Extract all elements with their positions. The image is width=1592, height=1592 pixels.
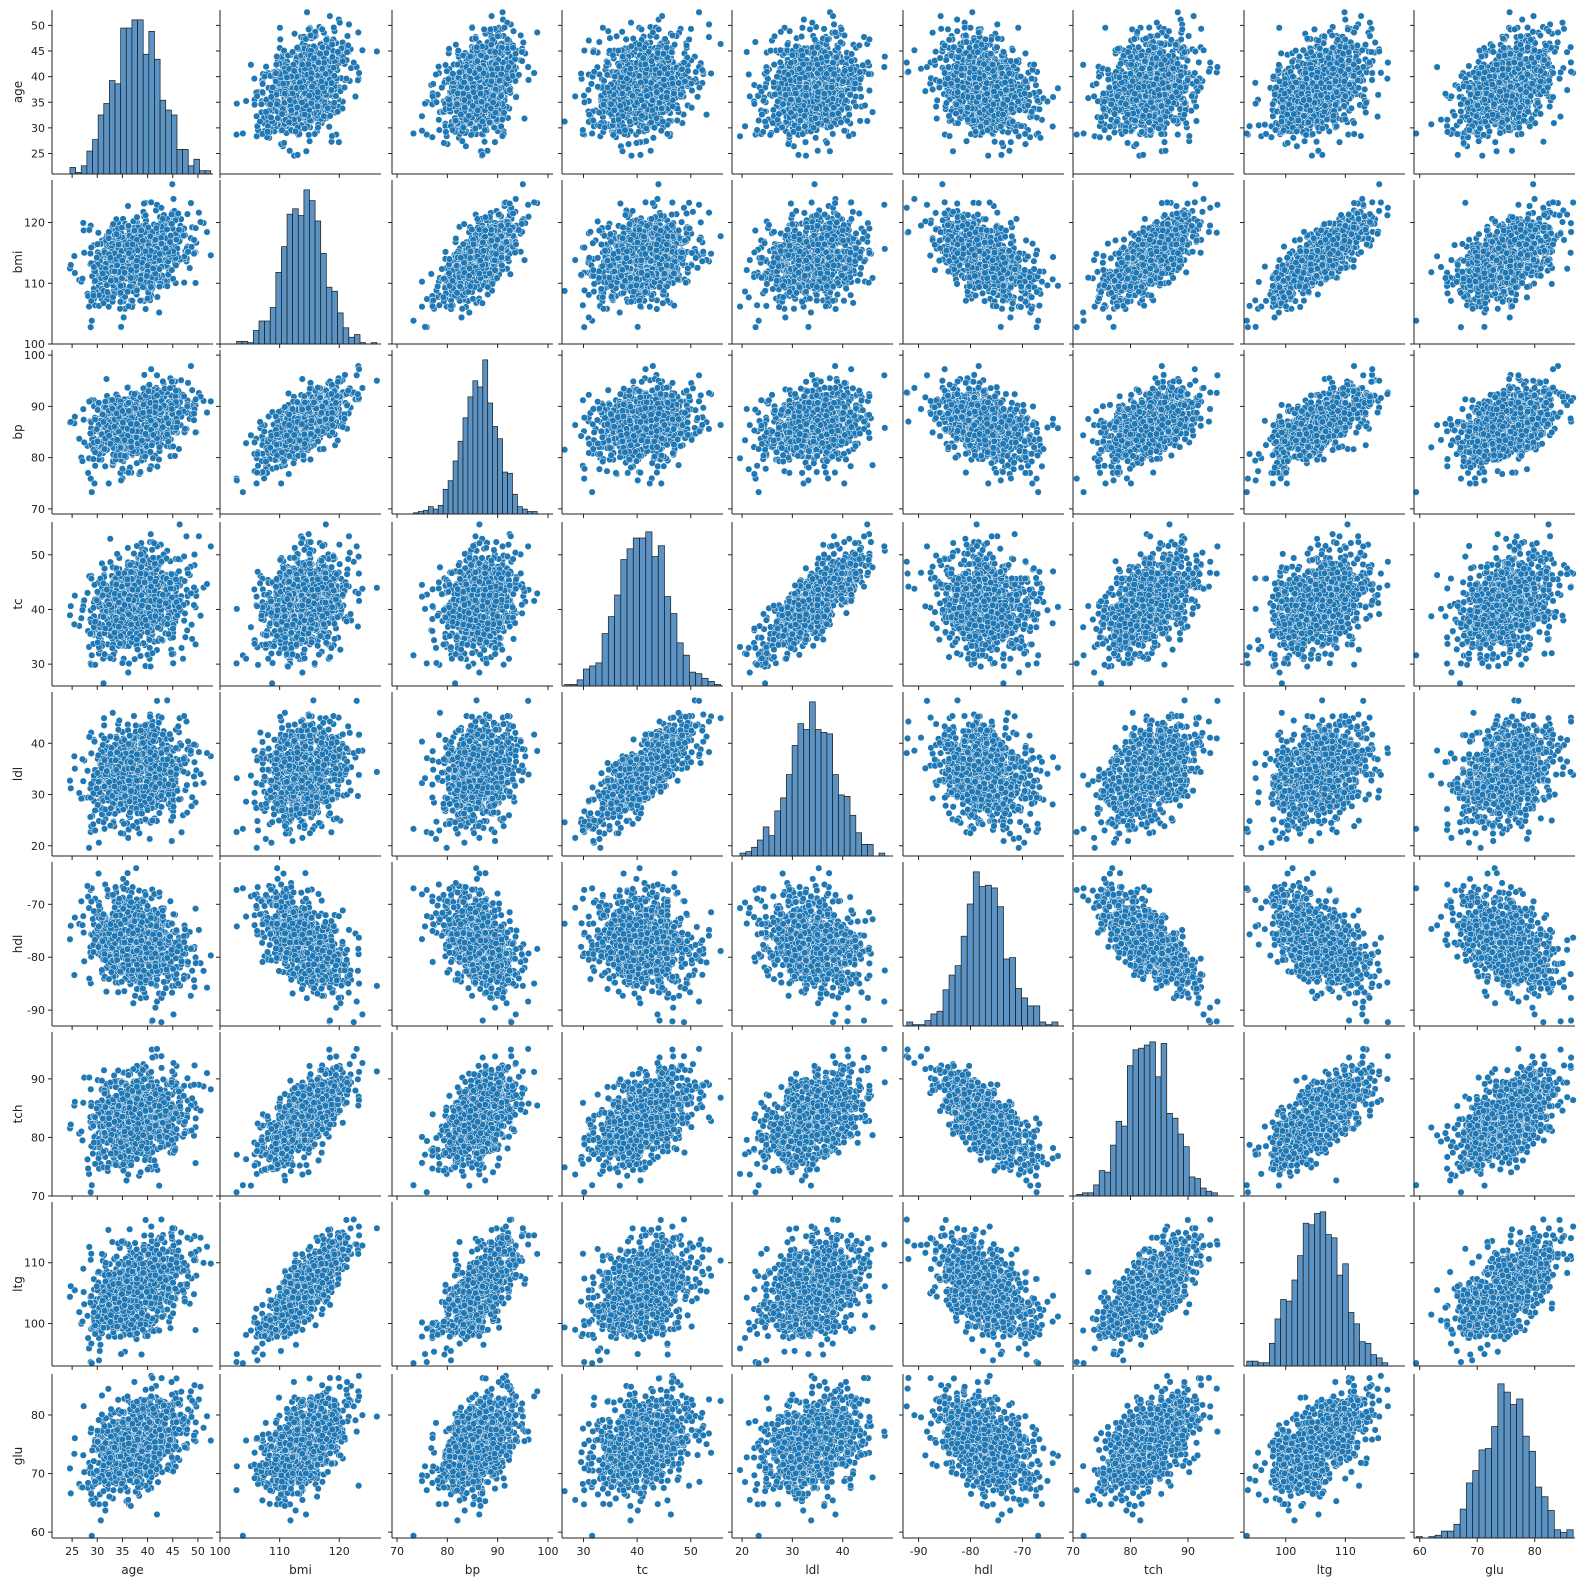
point: [336, 19, 343, 26]
point: [331, 100, 338, 107]
hist-bar-age-2: [81, 166, 87, 174]
point: [335, 49, 342, 56]
point: [345, 42, 352, 49]
hist-bar-age-21: [188, 166, 194, 174]
hist-bar-age-10: [126, 28, 132, 174]
point: [240, 130, 247, 137]
y-tick-label: 50: [31, 19, 45, 32]
hist-bar-age-13: [143, 54, 149, 174]
hist-bar-age-0: [70, 167, 76, 174]
point: [305, 26, 312, 33]
hist-bar-age-20: [183, 149, 189, 174]
point: [248, 62, 255, 69]
point: [251, 75, 258, 82]
point: [277, 24, 284, 31]
hist-bar-age-22: [194, 159, 200, 174]
hist-bar-age-8: [115, 84, 121, 174]
point: [344, 33, 351, 40]
point: [359, 47, 366, 54]
point: [263, 63, 270, 70]
hist-bar-age-4: [93, 140, 99, 174]
panel-age-vs-age: 25 30 35 40 45 50: [31, 10, 213, 178]
point: [291, 30, 298, 37]
panel-age-vs-bmi: [216, 9, 381, 178]
hist-bar-age-16: [160, 100, 166, 174]
hist-bar-age-17: [166, 110, 172, 174]
point: [329, 54, 336, 61]
point: [346, 21, 353, 28]
hist-bar-age-6: [104, 103, 110, 174]
point: [350, 59, 357, 66]
hist-bar-age-12: [138, 20, 144, 174]
point: [336, 139, 343, 146]
hist-bar-age-11: [132, 20, 138, 174]
point: [374, 48, 381, 55]
point: [343, 75, 350, 82]
point: [327, 13, 334, 20]
point: [258, 101, 265, 108]
hist-bar-age-9: [121, 28, 127, 174]
point: [286, 147, 293, 154]
point: [233, 100, 240, 107]
hist-bar-age-3: [87, 151, 93, 174]
y-tick-label: 25: [31, 148, 45, 161]
point: [326, 123, 333, 130]
point: [311, 131, 318, 138]
y-tick-label: 30: [31, 122, 45, 135]
y-tick-label: 35: [31, 96, 45, 109]
point: [303, 148, 310, 155]
point: [352, 93, 359, 100]
y-tick-label: 40: [31, 71, 45, 84]
point: [304, 9, 311, 16]
hist-bar-age-18: [171, 115, 177, 174]
hist-bar-age-5: [98, 115, 104, 174]
hist-bar-age-19: [177, 149, 183, 174]
hist-bar-age-7: [109, 81, 115, 174]
y-tick-label: 45: [31, 45, 45, 58]
point: [243, 98, 250, 105]
point: [305, 132, 312, 139]
point: [306, 138, 313, 145]
point: [233, 131, 240, 138]
hist-bar-age-14: [149, 31, 155, 174]
hist-bar-age-15: [154, 59, 160, 174]
point: [273, 61, 280, 68]
point: [329, 133, 336, 140]
